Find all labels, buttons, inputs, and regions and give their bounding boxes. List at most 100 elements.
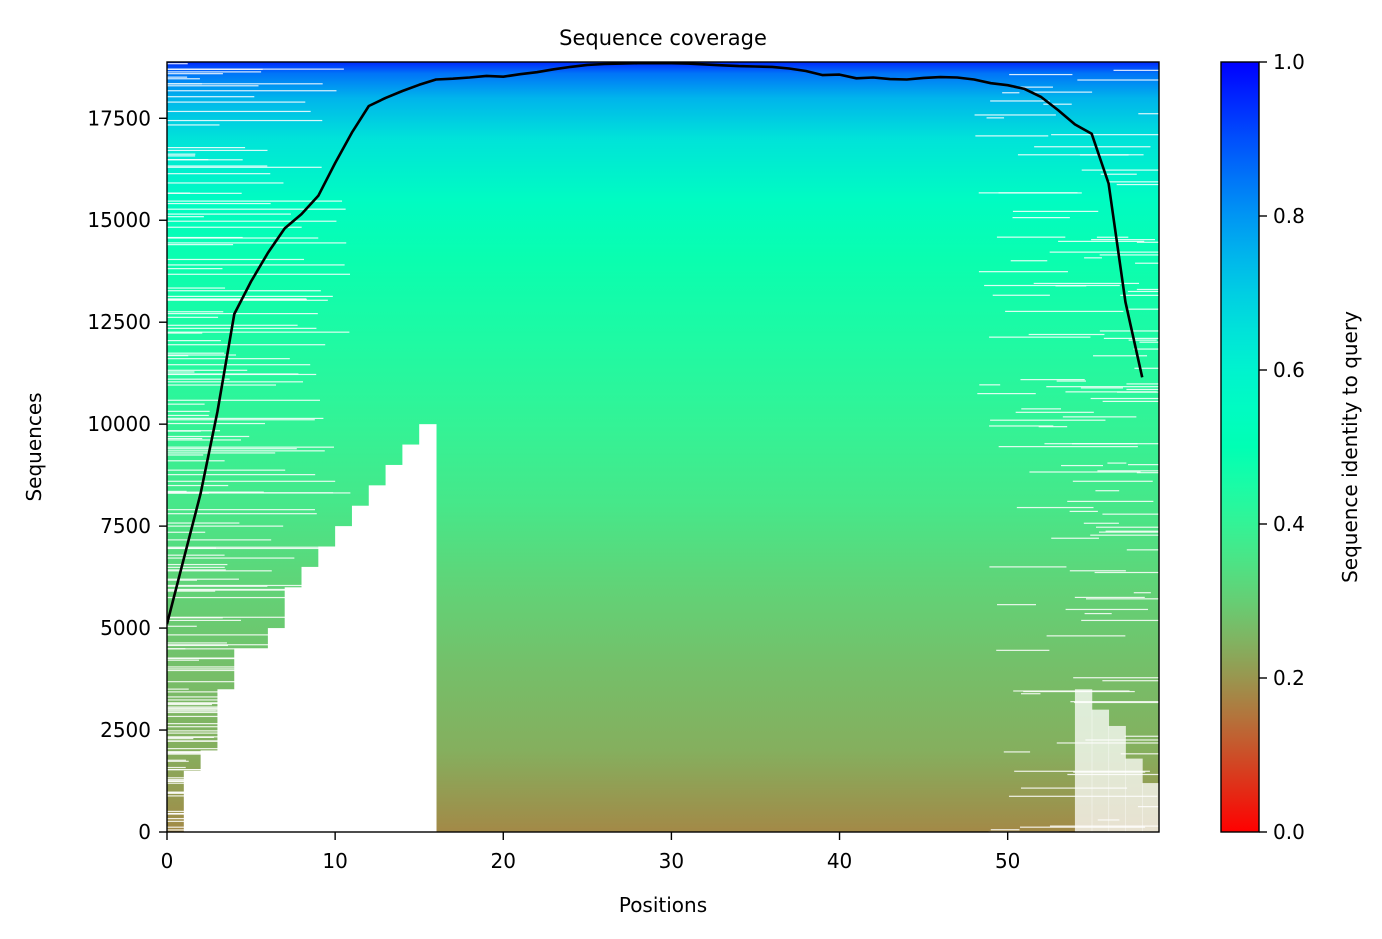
gap-streak <box>167 634 274 636</box>
gap-streak <box>167 313 318 315</box>
gap-streak <box>167 820 239 822</box>
gap-streak <box>1136 472 1159 474</box>
coverage-line <box>167 62 1144 625</box>
gap-streak <box>167 182 284 184</box>
gap-streak <box>167 813 233 815</box>
gap-streak <box>1015 411 1094 413</box>
colorbar-tick-label: 0.6 <box>1273 358 1305 382</box>
gap-streak <box>167 200 343 202</box>
left-gap-region <box>301 566 319 832</box>
gap-streak <box>1073 771 1146 773</box>
gap-streak <box>1058 240 1145 242</box>
colorbar-label: Sequence identity to query <box>1338 311 1362 583</box>
gap-streak <box>167 417 324 420</box>
gap-streak <box>167 509 315 511</box>
gap-streak <box>167 625 197 627</box>
gap-streak <box>167 579 197 581</box>
y-tick-label: 7500 <box>100 514 151 538</box>
gap-streak <box>1033 282 1140 285</box>
gap-streak <box>167 619 241 621</box>
colorbar-tick-label: 0.8 <box>1273 204 1305 228</box>
gap-streak <box>167 736 317 738</box>
gap-streak <box>1028 333 1105 336</box>
gap-streak <box>167 202 271 205</box>
gap-streak <box>1099 254 1159 256</box>
gap-streak <box>167 159 243 161</box>
left-gap-region <box>234 648 252 832</box>
gap-streak <box>167 110 311 113</box>
gap-streak <box>167 730 317 732</box>
gap-streak <box>1136 288 1159 291</box>
gap-streak <box>167 569 226 571</box>
gap-streak <box>167 792 243 794</box>
gap-streak <box>167 748 254 750</box>
gap-streak <box>167 596 297 599</box>
gap-streak <box>1096 236 1129 238</box>
y-tick-label: 15000 <box>87 208 151 232</box>
gap-streak <box>1099 330 1159 332</box>
left-gap-region <box>318 546 336 832</box>
gap-streak <box>167 437 203 440</box>
gap-streak <box>167 702 273 704</box>
gap-streak <box>167 557 295 559</box>
gap-streak <box>990 100 1050 102</box>
gap-streak <box>167 513 317 515</box>
gap-streak <box>1116 183 1159 186</box>
gap-streak <box>167 287 226 289</box>
gap-streak <box>167 708 322 710</box>
gap-streak <box>1120 753 1159 755</box>
gap-streak <box>167 732 219 734</box>
gap-streak <box>167 691 332 693</box>
gap-streak <box>167 766 186 769</box>
gap-streak <box>167 588 324 591</box>
gap-streak <box>1136 241 1159 243</box>
gap-streak <box>1012 86 1053 88</box>
gap-streak <box>167 490 187 493</box>
gap-streak <box>167 264 345 266</box>
gap-streak <box>1062 416 1137 418</box>
gap-streak <box>1016 506 1094 509</box>
gap-streak <box>167 450 325 452</box>
gap-streak <box>990 419 1106 421</box>
gap-streak <box>1056 742 1159 744</box>
gap-streak <box>167 657 332 660</box>
gap-streak <box>167 371 195 373</box>
gap-streak <box>1107 462 1127 464</box>
gap-streak <box>167 273 351 275</box>
gap-streak <box>1084 257 1102 259</box>
gap-streak <box>996 236 1066 238</box>
gap-streak <box>167 295 333 298</box>
gap-streak <box>167 723 339 725</box>
gap-streak <box>167 644 228 647</box>
gap-streak <box>1097 470 1159 472</box>
gap-streak <box>167 155 196 157</box>
colorbar-tick-label: 1.0 <box>1273 50 1305 74</box>
x-tick-label: 40 <box>827 849 852 873</box>
gap-streak <box>167 699 253 701</box>
gap-streak <box>167 435 250 438</box>
gap-streak <box>990 829 1020 831</box>
gap-streak <box>167 403 205 405</box>
gap-streak <box>1073 677 1159 679</box>
gap-streak <box>1134 367 1159 369</box>
gap-streak <box>992 294 1050 296</box>
gap-streak <box>1090 397 1159 400</box>
gap-streak <box>1091 239 1155 241</box>
gap-streak <box>978 192 1078 194</box>
gap-streak <box>977 393 1036 395</box>
gap-streak <box>167 531 206 533</box>
gap-streak <box>1120 294 1159 296</box>
gap-streak <box>167 666 300 668</box>
gap-streak <box>167 738 194 740</box>
gap-streak <box>167 810 309 813</box>
gap-streak <box>167 242 347 244</box>
gap-streak <box>167 358 290 360</box>
gap-streak <box>167 213 291 215</box>
gap-streak <box>167 83 202 85</box>
gap-streak <box>167 311 224 313</box>
gap-streak <box>167 192 242 194</box>
gap-streak <box>1128 339 1157 341</box>
gap-streak <box>167 791 266 794</box>
gap-streak <box>167 290 321 292</box>
gap-streak <box>1055 285 1087 287</box>
